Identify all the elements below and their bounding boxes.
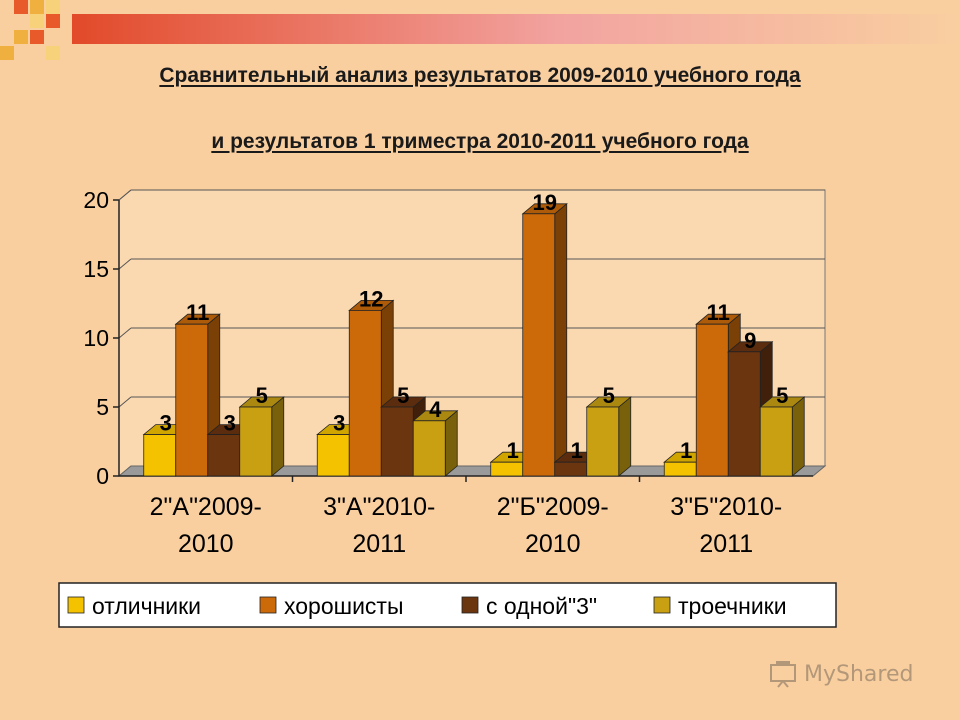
data-label: 19 bbox=[533, 190, 557, 215]
bar-side bbox=[791, 396, 805, 477]
legend-label: отличники bbox=[92, 593, 201, 619]
legend-swatch bbox=[461, 596, 479, 614]
x-tick-label: 2"А"2009- bbox=[150, 493, 262, 521]
bar-front bbox=[554, 461, 588, 477]
data-label: 5 bbox=[256, 383, 268, 408]
data-label: 9 bbox=[744, 328, 756, 353]
bar-side bbox=[271, 396, 285, 477]
bar-front bbox=[490, 461, 524, 477]
chart-title-line2: и результатов 1 триместра 2010-2011 учеб… bbox=[211, 130, 749, 153]
data-label: 11 bbox=[707, 300, 730, 325]
legend-label: хорошисты bbox=[284, 593, 403, 619]
gridline-diag bbox=[118, 258, 132, 270]
data-label: 12 bbox=[359, 286, 383, 311]
bar-0-3 bbox=[238, 396, 285, 477]
legend-swatch bbox=[67, 596, 85, 614]
bar-2-3 bbox=[585, 396, 632, 477]
bar-front bbox=[522, 213, 556, 477]
data-label: 1 bbox=[680, 438, 692, 463]
bar-side bbox=[444, 409, 458, 477]
x-tick-label: 2"Б"2009- bbox=[497, 493, 609, 521]
presentation-icon bbox=[770, 661, 796, 688]
x-tick-label: 2010 bbox=[525, 530, 581, 558]
bar-front bbox=[207, 434, 241, 477]
data-label: 5 bbox=[397, 383, 409, 408]
watermark: MyShared bbox=[768, 657, 913, 691]
x-tick-label: 3"Б"2010- bbox=[670, 493, 782, 521]
data-label: 1 bbox=[571, 438, 583, 463]
watermark-text: MyShared bbox=[804, 661, 914, 687]
bar-front bbox=[175, 323, 209, 477]
bar-front bbox=[412, 420, 446, 477]
bar-front bbox=[727, 351, 761, 477]
bar-front bbox=[380, 406, 414, 477]
legend-label: троечники bbox=[678, 593, 787, 619]
bar-front bbox=[316, 434, 350, 477]
header-decoration bbox=[0, 0, 960, 60]
gridline-diag bbox=[118, 327, 132, 339]
data-label: 5 bbox=[603, 383, 615, 408]
y-tick-label: 15 bbox=[83, 256, 109, 282]
data-label: 11 bbox=[186, 300, 209, 325]
gridline-diag bbox=[118, 189, 132, 201]
bar-1-3 bbox=[412, 409, 459, 477]
bar-front bbox=[143, 434, 177, 477]
y-tick-label: 20 bbox=[83, 187, 109, 213]
data-label: 3 bbox=[160, 411, 172, 436]
bar-front bbox=[586, 406, 620, 477]
bar-0-1 bbox=[174, 313, 221, 477]
legend-box bbox=[58, 582, 837, 628]
data-label: 3 bbox=[224, 411, 236, 436]
gridline-diag bbox=[118, 396, 132, 408]
x-tick-label: 2011 bbox=[352, 530, 406, 558]
y-tick-label: 10 bbox=[83, 325, 109, 351]
y-tick-label: 0 bbox=[96, 463, 109, 489]
bar-front bbox=[759, 406, 793, 477]
bar-front bbox=[239, 406, 273, 477]
x-tick-label: 3"А"2010- bbox=[323, 493, 435, 521]
x-tick-label: 2010 bbox=[178, 530, 234, 558]
chart-title-line1: Сравнительный анализ результатов 2009-20… bbox=[159, 64, 801, 87]
bar-front bbox=[695, 323, 729, 477]
legend-swatch bbox=[653, 596, 671, 614]
x-tick-label: 2011 bbox=[699, 530, 753, 558]
bar-front bbox=[348, 309, 382, 477]
data-label: 3 bbox=[333, 411, 345, 436]
data-label: 5 bbox=[776, 383, 788, 408]
bar-3-3 bbox=[759, 396, 806, 477]
data-label: 1 bbox=[507, 438, 519, 463]
bar-front bbox=[663, 461, 697, 477]
bar-2-1 bbox=[521, 202, 568, 477]
bar-side bbox=[618, 396, 632, 477]
legend-label: с одной"3" bbox=[486, 593, 597, 619]
data-label: 4 bbox=[429, 397, 442, 422]
legend-swatch bbox=[259, 596, 277, 614]
y-tick-label: 5 bbox=[96, 394, 109, 420]
bar-side bbox=[554, 202, 568, 477]
